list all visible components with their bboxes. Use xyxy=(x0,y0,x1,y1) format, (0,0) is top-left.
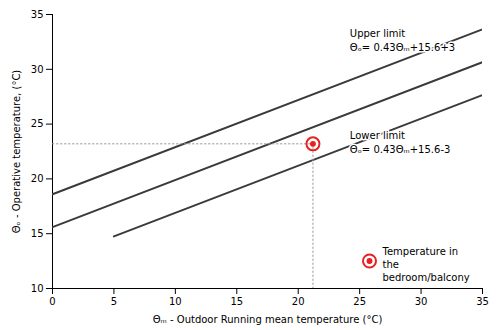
svg-text:25: 25 xyxy=(353,296,366,307)
svg-text:Upper limitΘₒ= 0.43Θₘ+15.6+3: Upper limitΘₒ= 0.43Θₘ+15.6+3 xyxy=(350,28,455,53)
svg-text:5: 5 xyxy=(111,296,117,307)
svg-text:Lower limitΘₒ= 0.43Θₘ+15.6-3: Lower limitΘₒ= 0.43Θₘ+15.6-3 xyxy=(350,130,451,155)
svg-text:30: 30 xyxy=(31,64,44,75)
svg-text:15: 15 xyxy=(230,296,243,307)
svg-text:35: 35 xyxy=(476,296,489,307)
svg-text:20: 20 xyxy=(31,173,44,184)
svg-text:Temperature inthebedroom/balco: Temperature inthebedroom/balcony xyxy=(382,246,470,283)
svg-text:25: 25 xyxy=(31,118,44,129)
svg-text:35: 35 xyxy=(31,9,44,20)
svg-text:0: 0 xyxy=(49,296,55,307)
svg-text:Θₒ - Operative temperature, (°: Θₒ - Operative temperature, (°C) xyxy=(11,70,22,234)
svg-text:Θₘ - Outdoor Running mean temp: Θₘ - Outdoor Running mean temperature (°… xyxy=(153,314,383,325)
svg-text:10: 10 xyxy=(169,296,182,307)
svg-text:15: 15 xyxy=(31,228,44,239)
svg-text:20: 20 xyxy=(292,296,305,307)
svg-text:10: 10 xyxy=(31,283,44,294)
svg-text:30: 30 xyxy=(415,296,428,307)
